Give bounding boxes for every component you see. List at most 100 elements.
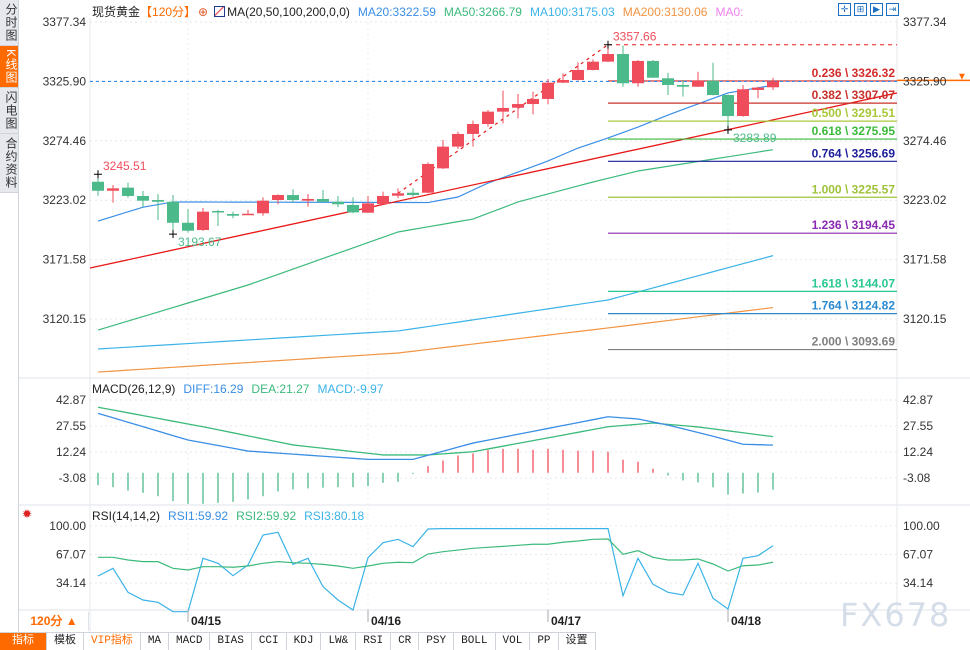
- instrument-name: 现货黄金: [92, 5, 141, 19]
- toolbar-tab-14[interactable]: PP: [530, 633, 559, 650]
- ma-title: MA(20,50,100,200,0,0): [227, 5, 350, 19]
- high-price-label: 3245.51: [103, 159, 147, 173]
- sidebar-tab-contract-info[interactable]: 合约资料: [0, 134, 18, 194]
- high-price-label: 3357.66: [613, 30, 657, 44]
- price-axis-label-right: 3377.34: [903, 15, 947, 29]
- toolbar-tab-0[interactable]: 指标: [0, 633, 47, 650]
- fib-level-label: 1.000 \ 3225.57: [812, 182, 896, 196]
- macd-axis-label-right: -3.08: [903, 471, 931, 485]
- candle-bullish: [767, 81, 779, 88]
- main-chart-header: 现货黄金【120分】 ⊕ MA(20,50,100,200,0,0) MA20:332…: [92, 3, 751, 20]
- candle-bullish: [512, 104, 524, 108]
- toolbar-tab-11[interactable]: PSY: [419, 633, 455, 650]
- macd-dea: DEA:21.27: [251, 382, 310, 396]
- toolbar-tab-6[interactable]: CCI: [252, 633, 287, 650]
- candle-bullish: [602, 54, 614, 62]
- macd-axis-label-right: 12.24: [903, 445, 933, 459]
- candle-bullish: [557, 80, 569, 83]
- fib-level-label: 2.000 \ 3093.69: [812, 335, 896, 349]
- candle-bearish: [707, 80, 719, 96]
- candle-bearish: [152, 200, 164, 202]
- sidebar-tab-kline[interactable]: K线图: [0, 46, 18, 89]
- sidebar-tab-timeshare[interactable]: 分时图: [0, 0, 18, 46]
- extreme-marker-icon: [604, 40, 612, 49]
- indicator-settings-icon[interactable]: ✹: [22, 507, 33, 521]
- toolbar-tab-15[interactable]: 设置: [559, 633, 596, 650]
- rsi-axis-label-left: 67.07: [56, 548, 86, 562]
- extreme-marker-icon: [169, 230, 177, 239]
- candle-bullish: [437, 146, 449, 169]
- candle-bearish: [347, 204, 359, 213]
- exit-range-icon[interactable]: ⇥: [886, 3, 899, 16]
- price-axis-label-left: 3120.15: [43, 312, 87, 326]
- target-icon[interactable]: ⊕: [198, 5, 209, 19]
- candle-bearish: [617, 54, 629, 84]
- candle-bullish: [362, 203, 374, 213]
- toolbar-tab-3[interactable]: MA: [141, 633, 170, 650]
- sidebar-tab-flash[interactable]: 闪电图: [0, 88, 18, 135]
- macd-axis-label-left: 12.24: [56, 445, 86, 459]
- toolbar-tab-10[interactable]: CR: [391, 633, 420, 650]
- candle-bullish: [572, 69, 584, 81]
- zoom-range-icon[interactable]: ⊞: [854, 3, 867, 16]
- candle-bullish: [422, 163, 434, 193]
- candle-bullish: [257, 200, 269, 214]
- toolbar-tab-5[interactable]: BIAS: [210, 633, 252, 650]
- toolbar-tab-4[interactable]: MACD: [169, 633, 211, 650]
- toolbar-tab-12[interactable]: BOLL: [454, 633, 496, 650]
- rsi-axis-label-left: 34.14: [56, 576, 86, 590]
- macd-dea-line: [97, 406, 774, 456]
- toolbar-tab-7[interactable]: KDJ: [287, 633, 322, 650]
- ma-chart-icon[interactable]: [214, 6, 226, 17]
- candle-bearish: [647, 60, 659, 78]
- candle-bullish: [752, 87, 764, 90]
- toolbar-tab-1[interactable]: 模板: [47, 633, 84, 650]
- rsi-line-rsi2: [98, 538, 774, 572]
- candle-bullish: [302, 198, 314, 201]
- fib-level-label: 0.500 \ 3291.51: [812, 106, 896, 120]
- toolbar-tab-2[interactable]: VIP指标: [84, 633, 141, 650]
- macd-title: MACD(26,12,9): [92, 382, 176, 396]
- extreme-marker-icon: [94, 170, 102, 179]
- candle-bullish: [527, 98, 539, 105]
- fib-level-label: 1.236 \ 3194.45: [812, 218, 896, 232]
- price-axis-label-right: 3223.02: [903, 193, 947, 207]
- candle-bearish: [287, 195, 299, 201]
- fib-level-label: 1.618 \ 3144.07: [812, 276, 896, 290]
- candle-bearish: [407, 192, 419, 196]
- toolbar-tab-8[interactable]: LW&: [321, 633, 357, 650]
- candle-bearish: [167, 201, 179, 223]
- fib-level-label: 1.764 \ 3124.82: [812, 299, 896, 313]
- candle-bearish: [182, 222, 194, 231]
- candle-bullish: [242, 213, 254, 216]
- toolbar-tab-13[interactable]: VOL: [496, 633, 531, 650]
- candle-bullish: [392, 193, 404, 196]
- fib-level-label: 0.618 \ 3275.95: [812, 124, 896, 138]
- indicator-toolbar: 指标 模板 VIP指标 MA MACD BIAS CCI KDJ LW& RSI CR PSY BOLL…: [0, 632, 596, 650]
- macd-axis-label-right: 42.87: [903, 393, 933, 407]
- rsi-line-rsi1: [97, 527, 774, 613]
- candle-bearish: [212, 210, 224, 213]
- toolbar-tab-9[interactable]: RSI: [356, 633, 392, 650]
- play-range-icon[interactable]: ▶: [870, 3, 883, 16]
- rsi-header: RSI(14,14,2) RSI1:59.92 RSI2:59.92 RSI3:80.…: [92, 509, 372, 523]
- candle-bullish: [272, 195, 284, 201]
- ma0-value: MA0:: [715, 5, 744, 19]
- ma200-value: MA200:3130.06: [622, 5, 708, 19]
- rsi2-value: RSI2:59.92: [236, 509, 297, 523]
- ma100-value: MA100:3175.03: [529, 5, 615, 19]
- rsi-axis-label-left: 100.00: [49, 519, 86, 533]
- period-selector[interactable]: 120分 ▲: [20, 612, 89, 631]
- candle-bullish: [377, 195, 389, 205]
- rsi3-value: RSI3:80.18: [304, 509, 365, 523]
- crosshair-icon[interactable]: ✛: [838, 3, 851, 16]
- rsi-axis-label-right: 100.00: [903, 519, 940, 533]
- rsi-axis-label-right: 67.07: [903, 548, 933, 562]
- candle-bearish: [137, 195, 149, 201]
- period-label: 【120分】: [140, 5, 197, 19]
- ma50-value: MA50:3266.79: [443, 5, 522, 19]
- candle-bullish: [107, 188, 119, 191]
- price-axis-label-right: 3325.90: [903, 74, 947, 88]
- macd-axis-label-left: -3.08: [59, 471, 87, 485]
